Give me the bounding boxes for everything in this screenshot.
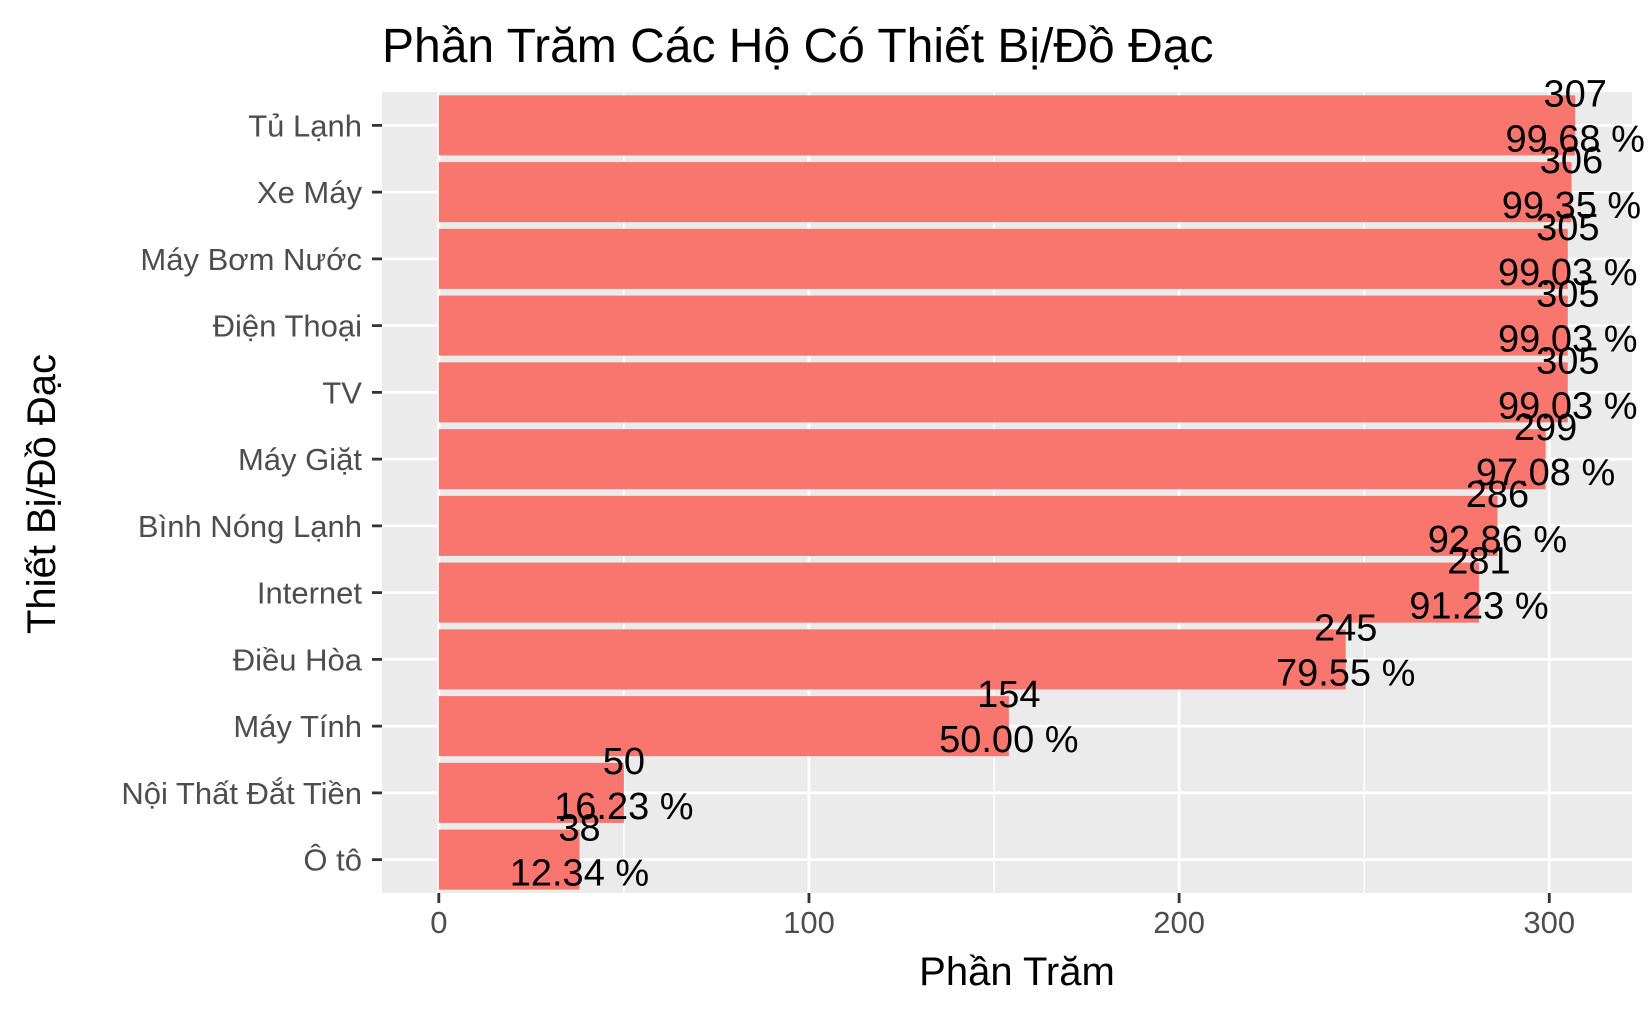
y-tick-label: Tủ Lạnh (248, 108, 362, 143)
y-tick-label: Điều Hòa (233, 642, 363, 677)
plot-panel (382, 92, 1632, 893)
bar (438, 495, 1498, 556)
y-tick-label: Máy Bơm Nước (140, 242, 362, 277)
data-label-percent: 12.34 % (510, 853, 649, 895)
y-axis: Tủ Lạnh Xe Máy Máy Bơm Nước Điện Thoại TV Máy… (121, 108, 382, 878)
data-label: 154 50.00 % (939, 674, 1078, 761)
data-label-count: 50 (603, 741, 645, 783)
data-label: 306 99.35 % (1502, 140, 1641, 227)
data-label-percent: 50.00 % (939, 719, 1078, 761)
data-label-count: 154 (977, 674, 1040, 716)
data-label-count: 305 (1536, 207, 1599, 249)
data-label-percent: 99.03 % (1498, 385, 1637, 427)
data-label-percent: 99.03 % (1498, 319, 1637, 361)
data-label-count: 306 (1540, 140, 1603, 182)
data-label-percent: 97.08 % (1476, 452, 1615, 494)
y-tick-label: Máy Giặt (238, 442, 362, 477)
data-label-percent: 79.55 % (1276, 652, 1415, 694)
bar (438, 362, 1568, 423)
data-label: 307 99.68 % (1505, 73, 1644, 160)
x-axis: 0 100 200 300 (430, 893, 1575, 940)
bar (438, 829, 580, 890)
y-tick-label: TV (322, 375, 362, 410)
x-axis-title: Phần Trăm (919, 950, 1115, 994)
data-label-count: 245 (1314, 607, 1377, 649)
x-tick-label: 100 (783, 905, 835, 940)
data-labels: 307 99.68 %306 99.35 %305 99.03 %305 99.03 %… (510, 73, 1645, 894)
y-axis-title: Thiết Bị/Đồ Đạc (20, 354, 64, 634)
data-label-percent: 99.35 % (1502, 185, 1641, 227)
x-tick-label: 200 (1153, 905, 1205, 940)
y-tick-label: Điện Thoại (213, 309, 362, 344)
data-label-count: 281 (1447, 541, 1510, 583)
bar (438, 762, 624, 823)
data-label: 286 92.86 % (1428, 474, 1567, 561)
x-tick-label: 300 (1523, 905, 1575, 940)
bar (438, 429, 1546, 490)
bar (438, 228, 1568, 289)
data-label-percent: 16.23 % (554, 786, 693, 828)
data-label-count: 305 (1536, 274, 1599, 316)
data-label-percent: 99.03 % (1498, 252, 1637, 294)
y-tick-label: Bình Nóng Lạnh (138, 509, 362, 544)
data-label: 50 16.23 % (554, 741, 693, 828)
bar (438, 95, 1576, 156)
data-label: 299 97.08 % (1476, 407, 1615, 494)
data-label-percent: 99.68 % (1505, 118, 1644, 160)
y-tick-label: Ô tô (303, 843, 362, 878)
data-label: 281 91.23 % (1409, 541, 1548, 628)
bars (438, 95, 1576, 890)
x-tick-label: 0 (430, 905, 447, 940)
bar (438, 629, 1346, 690)
y-tick-label: Nội Thất Đắt Tiền (121, 776, 362, 811)
bar (438, 696, 1009, 757)
data-label-percent: 91.23 % (1409, 586, 1548, 628)
data-label: 245 79.55 % (1276, 607, 1415, 694)
data-label: 305 99.03 % (1498, 340, 1637, 427)
y-tick-label: Xe Máy (257, 175, 363, 210)
y-tick-label: Máy Tính (233, 709, 362, 744)
bar (438, 162, 1572, 223)
bar (438, 562, 1479, 623)
data-label: 305 99.03 % (1498, 274, 1637, 361)
bar (438, 295, 1568, 356)
data-label-count: 305 (1536, 340, 1599, 382)
data-label-count: 286 (1466, 474, 1529, 516)
data-label-percent: 92.86 % (1428, 519, 1567, 561)
y-tick-label: Internet (257, 576, 363, 611)
chart-title: Phần Trăm Các Hộ Có Thiết Bị/Đồ Đạc (382, 20, 1213, 73)
data-label-count: 38 (558, 808, 600, 850)
data-label-count: 299 (1514, 407, 1577, 449)
data-label-count: 307 (1543, 73, 1606, 115)
data-label: 38 12.34 % (510, 808, 649, 895)
data-label: 305 99.03 % (1498, 207, 1637, 294)
